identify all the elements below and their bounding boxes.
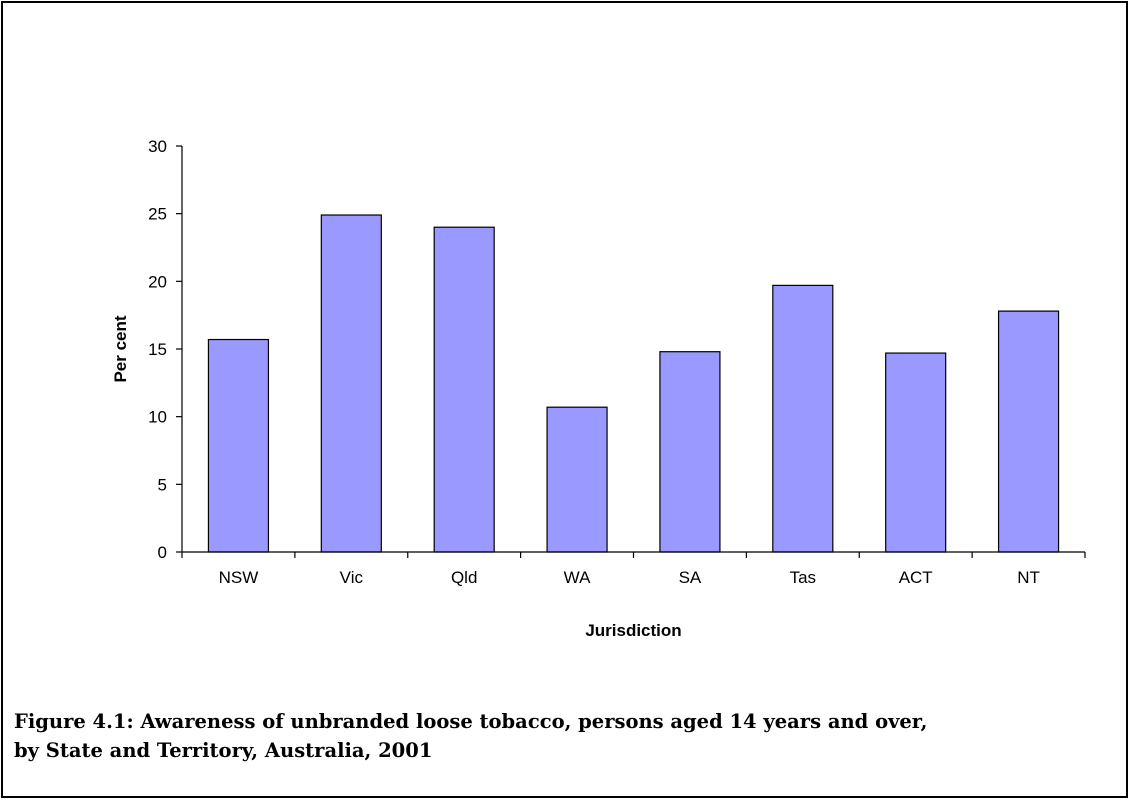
y-tick-label: 20	[148, 272, 167, 291]
x-tick-label: NT	[1017, 568, 1040, 587]
bar-act	[885, 352, 947, 553]
x-tick-label: SA	[679, 568, 702, 587]
bar-tas	[772, 284, 834, 553]
y-tick-label: 30	[148, 137, 167, 156]
bar-nsw	[207, 338, 270, 553]
x-axis-ticks: NSW Vic Qld WA SA Tas ACT NT	[181, 552, 1086, 587]
y-tick-label: 5	[158, 475, 167, 494]
y-axis-title: Per cent	[111, 315, 130, 382]
caption-line-1: Figure 4.1: Awareness of unbranded loose…	[14, 710, 928, 733]
x-axis-title: Jurisdiction	[585, 621, 681, 640]
y-tick-label: 0	[158, 543, 167, 562]
bar-chart: 0 5 10 15 20 25 30 NSW Vic Qld WA SA Tas ACT NT Per c…	[111, 137, 1086, 640]
x-tick-label: Qld	[451, 568, 477, 587]
y-tick-label: 10	[148, 408, 167, 427]
bar-vic	[320, 214, 382, 553]
caption-line-2: by State and Territory, Australia, 2001	[14, 739, 433, 762]
x-tick-label: Tas	[790, 568, 816, 587]
x-tick-label: NSW	[219, 568, 259, 587]
bar-qld	[433, 226, 495, 553]
bars	[207, 214, 1060, 553]
y-tick-label: 25	[148, 205, 167, 224]
figure-caption: Figure 4.1: Awareness of unbranded loose…	[14, 707, 1114, 765]
bar-nt	[997, 310, 1060, 553]
bar-sa	[659, 351, 721, 553]
y-axis-ticks: 0 5 10 15 20 25 30	[148, 137, 182, 562]
x-tick-label: ACT	[899, 568, 933, 587]
x-tick-label: WA	[564, 568, 591, 587]
y-tick-label: 15	[148, 340, 167, 359]
bar-wa	[546, 406, 608, 553]
x-tick-label: Vic	[340, 568, 364, 587]
